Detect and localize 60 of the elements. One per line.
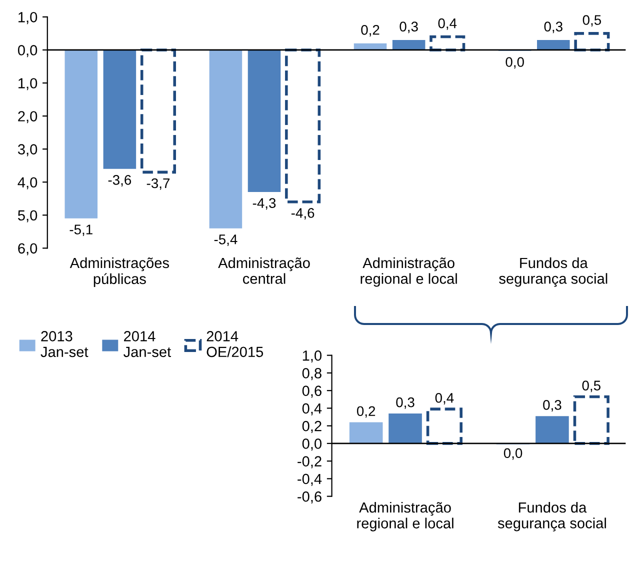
y-tick-label: 1,0 xyxy=(302,350,322,362)
x-tick-label: Administração regional e local xyxy=(357,502,454,532)
bar xyxy=(574,32,610,52)
data-label: 0,5 xyxy=(582,380,600,392)
legend-label: 2013 Jan-set xyxy=(40,331,88,358)
y-tick-label: -0,2 xyxy=(298,456,322,468)
x-tick-label: Fundos da segurança social xyxy=(499,257,608,287)
x-tick-label: Administrações públicas xyxy=(70,257,170,287)
y-tick-label: -0,4 xyxy=(298,474,322,486)
data-label: 0,3 xyxy=(400,22,418,34)
y-tick-label: 3,0 xyxy=(18,144,38,156)
y-tick-label: 6,0 xyxy=(18,243,38,256)
bar xyxy=(537,40,570,50)
legend-label: 2014 OE/2015 xyxy=(206,331,264,358)
bar xyxy=(573,395,610,445)
data-label: -5,1 xyxy=(70,224,92,236)
data-label: -3,6 xyxy=(108,175,132,186)
data-label: -4,3 xyxy=(252,198,276,210)
y-tick-label: 0,0 xyxy=(18,45,38,58)
x-tick-label: Administração regional e local xyxy=(360,257,457,287)
data-label: 0,5 xyxy=(582,15,602,27)
bar xyxy=(430,35,466,52)
data-label: 0,0 xyxy=(506,57,524,69)
x-tick-label: Administração central xyxy=(218,257,310,284)
bar xyxy=(392,40,426,50)
bar xyxy=(426,408,462,445)
y-tick-label: 5,0 xyxy=(18,210,38,222)
data-label: 0,2 xyxy=(361,24,380,36)
y-tick-label: 1,0 xyxy=(18,78,38,90)
y-tick-label: 0,8 xyxy=(302,368,322,380)
bar xyxy=(209,50,242,228)
data-label: -3,7 xyxy=(146,178,170,190)
bar xyxy=(354,43,387,50)
data-label: 0,3 xyxy=(543,400,562,412)
data-label: -4,6 xyxy=(291,208,314,220)
legend-label: 2014 Jan-set xyxy=(124,331,171,358)
x-tick-label: Fundos da segurança social xyxy=(498,502,606,532)
bar xyxy=(388,413,422,444)
y-tick-label: 0,6 xyxy=(302,386,322,398)
data-label: 0,4 xyxy=(435,392,454,404)
y-tick-label: 1,0 xyxy=(18,12,38,24)
y-tick-label: 0,2 xyxy=(302,420,322,433)
data-label: 0,3 xyxy=(544,22,562,34)
y-tick-label: 0,0 xyxy=(302,438,322,451)
data-label: 0,2 xyxy=(356,406,376,418)
y-tick-label: 4,0 xyxy=(18,177,38,190)
bar xyxy=(285,48,321,204)
data-label: 0,0 xyxy=(504,448,522,460)
y-tick-label: 0,4 xyxy=(302,403,322,416)
bar xyxy=(64,50,98,218)
y-tick-label: -0,6 xyxy=(298,491,322,504)
bar xyxy=(349,422,383,444)
data-label: 0,3 xyxy=(396,397,414,409)
data-label: -5,4 xyxy=(214,234,238,246)
bar xyxy=(536,416,569,444)
data-label: 0,4 xyxy=(438,18,457,30)
bar xyxy=(248,50,281,192)
bar xyxy=(103,50,136,169)
y-tick-label: 2,0 xyxy=(18,111,38,124)
bar xyxy=(140,48,176,174)
